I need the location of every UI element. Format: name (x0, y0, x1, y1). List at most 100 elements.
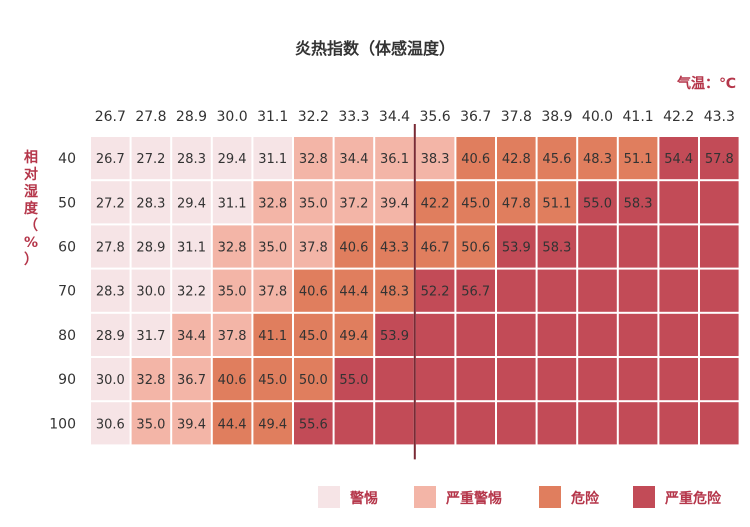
heatmap-cell (91, 313, 130, 356)
x-tick-label: 28.9 (176, 109, 207, 125)
heatmap-cell (253, 402, 292, 445)
cell-value-label: 35.0 (136, 417, 165, 432)
heatmap-cell (172, 137, 211, 180)
heatmap-cell (578, 358, 617, 401)
y-axis-label-char: ） (24, 252, 38, 268)
cell-value-label: 28.3 (96, 285, 125, 300)
heatmap-cell (700, 313, 739, 356)
heatmap-cell (618, 269, 658, 312)
cell-value-label: 54.4 (664, 152, 693, 167)
heatmap-cell (253, 225, 292, 268)
y-axis-label-char: 相 (24, 149, 38, 166)
heatmap-cell (131, 225, 171, 268)
heatmap-cell (415, 181, 455, 224)
y-axis-label-char: 度 (24, 200, 39, 217)
cell-value-label: 45.0 (299, 329, 328, 344)
cell-value-label: 37.8 (258, 285, 287, 300)
x-tick-label: 30.0 (217, 109, 248, 125)
heatmap-cell (497, 358, 536, 401)
heatmap-cell (700, 402, 739, 445)
cell-value-label: 41.1 (258, 329, 287, 344)
heatmap-cell (253, 181, 292, 224)
cell-value-label: 44.4 (218, 417, 247, 432)
heatmap-cell (578, 402, 617, 445)
cell-value-label: 42.2 (421, 196, 450, 211)
cell-value-label: 52.2 (421, 285, 450, 300)
x-tick-label: 42.2 (663, 109, 694, 125)
cell-value-label: 31.1 (218, 196, 247, 211)
heatmap-cell (172, 269, 211, 312)
heatmap-cell (456, 402, 495, 445)
cell-value-label: 44.4 (339, 285, 368, 300)
heatmap-cell (334, 402, 374, 445)
heatmap-cell (618, 402, 658, 445)
heatmap-cell (537, 313, 577, 356)
heatmap-cell (131, 358, 171, 401)
heatmap-cell (375, 313, 414, 356)
cell-value-label: 40.6 (339, 241, 368, 256)
heatmap-cell (375, 402, 414, 445)
cell-value-label: 32.8 (258, 196, 287, 211)
heatmap-cell (415, 269, 455, 312)
cell-value-label: 36.7 (177, 373, 206, 388)
cell-value-label: 40.6 (461, 152, 490, 167)
y-tick-label: 100 (49, 416, 76, 432)
cell-value-label: 51.1 (624, 152, 653, 167)
heatmap-cell (212, 358, 252, 401)
heatmap-cell (537, 225, 577, 268)
x-tick-label: 35.6 (420, 109, 451, 125)
cell-value-label: 45.6 (542, 152, 571, 167)
heatmap-cell (456, 269, 495, 312)
heatmap-cell (659, 137, 698, 180)
cell-value-label: 28.9 (136, 241, 165, 256)
cell-value-label: 43.3 (380, 241, 409, 256)
heatmap-cell (375, 137, 414, 180)
heatmap-cell (375, 358, 414, 401)
heatmap-cell (659, 402, 698, 445)
heatmap-cell (131, 137, 171, 180)
heatmap-cell (91, 358, 130, 401)
cell-value-label: 31.7 (136, 329, 165, 344)
heatmap-cell (212, 225, 252, 268)
x-tick-label: 27.8 (135, 109, 166, 125)
heatmap-cell (578, 313, 617, 356)
cell-value-label: 49.4 (339, 329, 368, 344)
heatmap-cell (659, 269, 698, 312)
x-tick-label: 43.3 (704, 109, 735, 125)
heatmap-cell (415, 358, 455, 401)
chart-title: 炎热指数（体感温度） (295, 39, 455, 58)
heatmap-cells: 26.7 27.2 28.3 29.4 31.1 32.8 34.4 36.1 38.3 40.6… (91, 137, 739, 445)
y-tick-label: 70 (58, 284, 76, 300)
legend-label: 严重危险 (664, 490, 722, 507)
heatmap-cell (700, 358, 739, 401)
heatmap-cell (253, 358, 292, 401)
x-tick-label: 26.7 (95, 109, 126, 125)
heatmap-cell (456, 181, 495, 224)
heatmap-cell (172, 313, 211, 356)
heatmap-cell (334, 181, 374, 224)
x-tick-label: 33.3 (338, 109, 369, 125)
heatmap-cell (456, 313, 495, 356)
y-axis-label-char: 对 (24, 166, 38, 183)
y-tick-label: 80 (58, 328, 76, 344)
heatmap-cell (294, 402, 333, 445)
cell-value-label: 58.3 (624, 196, 653, 211)
heatmap-cell (294, 269, 333, 312)
cell-value-label: 42.8 (502, 152, 531, 167)
cell-value-label: 36.1 (380, 152, 409, 167)
cell-value-label: 35.0 (258, 241, 287, 256)
cell-value-label: 55.0 (583, 196, 612, 211)
x-tick-label: 41.1 (623, 109, 654, 125)
cell-value-label: 39.4 (380, 196, 409, 211)
legend-label: 严重警惕 (445, 490, 502, 507)
heatmap-cell (131, 313, 171, 356)
cell-value-label: 40.6 (218, 373, 247, 388)
heatmap-cell (659, 313, 698, 356)
heatmap-cell (375, 269, 414, 312)
heatmap-cell (497, 181, 536, 224)
cell-value-label: 29.4 (177, 196, 206, 211)
heatmap-cell (253, 269, 292, 312)
cell-value-label: 32.8 (299, 152, 328, 167)
heatmap-cell (334, 358, 374, 401)
